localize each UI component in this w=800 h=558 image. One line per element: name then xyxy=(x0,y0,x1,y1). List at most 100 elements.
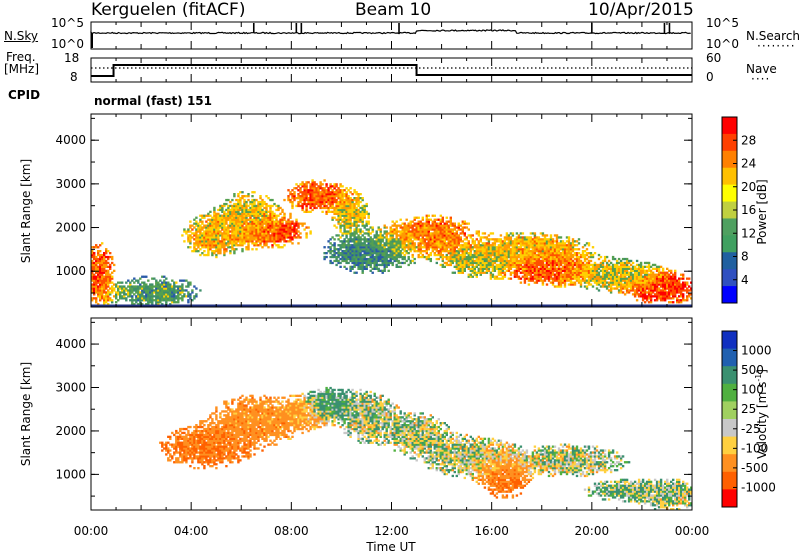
heatmap-cell xyxy=(339,195,342,198)
heatmap-cell xyxy=(551,240,555,243)
heatmap-cell xyxy=(381,236,384,239)
heatmap-cell xyxy=(529,261,533,265)
heatmap-cell xyxy=(341,212,344,215)
heatmap-cell xyxy=(541,246,545,249)
heatmap-cell xyxy=(639,271,643,274)
heatmap-cell xyxy=(251,220,254,223)
heatmap-cell xyxy=(355,214,358,217)
heatmap-cell xyxy=(405,252,408,255)
heatmap-cell xyxy=(411,255,414,259)
heatmap-cell xyxy=(553,234,557,237)
heatmap-cell xyxy=(601,277,605,280)
heatmap-cell xyxy=(285,232,288,235)
heatmap-cell xyxy=(243,236,246,239)
heatmap-cell xyxy=(555,253,559,257)
heatmap-cell xyxy=(297,193,300,196)
heatmap-cell xyxy=(139,285,142,288)
heatmap-cell xyxy=(327,197,330,200)
heatmap-cell xyxy=(611,275,615,278)
heatmap-cell xyxy=(517,234,521,237)
heatmap-cell xyxy=(151,303,154,306)
heatmap-cell xyxy=(313,191,316,194)
heatmap-cell xyxy=(417,255,420,259)
heatmap-cell xyxy=(485,271,489,274)
heatmap-cell xyxy=(219,244,222,247)
heatmap-cell xyxy=(211,246,214,249)
heatmap-cell xyxy=(237,238,240,241)
heatmap-cell xyxy=(251,208,254,212)
heatmap-cell xyxy=(587,277,591,280)
heatmap-cell xyxy=(329,248,332,251)
heatmap-cell xyxy=(165,293,168,296)
heatmap-cell xyxy=(593,263,597,267)
heatmap-cell xyxy=(611,265,615,268)
heatmap-cell xyxy=(631,279,635,282)
heatmap-cell xyxy=(359,265,362,268)
heatmap-cell xyxy=(345,261,348,265)
heatmap-cell xyxy=(329,200,332,204)
heatmap-cell xyxy=(295,230,298,233)
heatmap-cell xyxy=(513,265,517,268)
heatmap-cell xyxy=(337,195,340,198)
heatmap-cell xyxy=(235,236,238,239)
heatmap-cell xyxy=(141,299,144,302)
heatmap-cell xyxy=(639,267,643,270)
heatmap-cell xyxy=(529,244,533,247)
heatmap-cell xyxy=(375,259,378,263)
heatmap-cell xyxy=(449,232,452,235)
heatmap-cell xyxy=(553,267,557,270)
heatmap-cell xyxy=(503,244,507,247)
heatmap-cell xyxy=(617,291,621,294)
heatmap-cell xyxy=(537,263,541,267)
heatmap-cell xyxy=(483,255,487,259)
heatmap-cell xyxy=(545,240,549,243)
heatmap-cell xyxy=(359,236,362,239)
heatmap-cell xyxy=(559,261,563,265)
heatmap-cell xyxy=(109,263,112,267)
heatmap-cell xyxy=(237,202,240,206)
heatmap-cell xyxy=(635,269,639,272)
heatmap-cell xyxy=(455,267,458,270)
heatmap-cell xyxy=(505,269,509,272)
heatmap-cell xyxy=(467,228,470,231)
heatmap-cell xyxy=(559,285,563,288)
heatmap-cell xyxy=(533,259,537,263)
heatmap-cell xyxy=(297,234,300,237)
heatmap-cell xyxy=(523,259,527,263)
heatmap-cell xyxy=(103,255,106,259)
heatmap-cell xyxy=(475,232,478,235)
heatmap-cell xyxy=(551,253,555,257)
heatmap-cell xyxy=(385,230,388,233)
heatmap-cell xyxy=(221,218,224,221)
heatmap-cell xyxy=(501,271,505,274)
heatmap-cell xyxy=(495,240,499,243)
heatmap-cell xyxy=(377,257,380,261)
heatmap-cell xyxy=(621,261,625,265)
heatmap-cell xyxy=(403,246,406,249)
heatmap-cell xyxy=(255,216,258,219)
heatmap-cell xyxy=(613,263,617,267)
heatmap-cell xyxy=(355,212,358,215)
heatmap-cell xyxy=(333,244,336,247)
heatmap-cell xyxy=(507,238,511,241)
heatmap-cell xyxy=(455,257,458,261)
heatmap-cell xyxy=(461,269,464,272)
heatmap-cell xyxy=(191,236,194,239)
heatmap-cell xyxy=(561,244,565,247)
heatmap-cell xyxy=(311,185,314,188)
heatmap-cell xyxy=(451,244,454,247)
heatmap-cell xyxy=(217,222,220,225)
heatmap-cell xyxy=(605,273,609,276)
heatmap-cell xyxy=(371,253,374,257)
heatmap-cell xyxy=(109,291,112,294)
heatmap-cell xyxy=(379,240,382,243)
heatmap-cell xyxy=(99,271,102,274)
heatmap-cell xyxy=(461,240,464,243)
heatmap-cell xyxy=(243,222,246,225)
heatmap-cell xyxy=(105,263,108,267)
heatmap-cell xyxy=(101,265,104,268)
heatmap-cell xyxy=(581,255,585,259)
heatmap-cell xyxy=(441,257,444,261)
heatmap-cell xyxy=(169,287,172,290)
heatmap-cell xyxy=(241,236,244,239)
